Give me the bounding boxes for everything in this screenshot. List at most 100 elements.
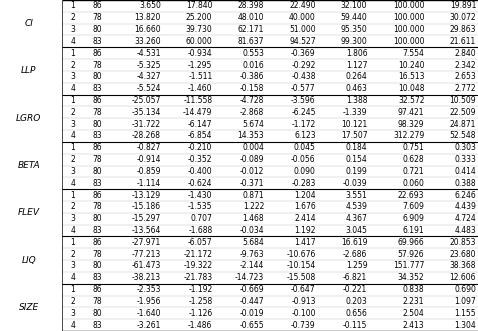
Text: -6.147: -6.147 bbox=[188, 119, 212, 129]
Text: 0.553: 0.553 bbox=[242, 49, 264, 58]
Text: 0.016: 0.016 bbox=[242, 61, 264, 70]
Text: -1.172: -1.172 bbox=[292, 119, 316, 129]
Text: 62.171: 62.171 bbox=[238, 25, 264, 34]
Text: 1.806: 1.806 bbox=[346, 49, 368, 58]
Text: -0.669: -0.669 bbox=[239, 285, 264, 294]
Text: -25.057: -25.057 bbox=[131, 96, 161, 105]
Text: 0.721: 0.721 bbox=[403, 167, 424, 176]
Text: -0.655: -0.655 bbox=[239, 321, 264, 330]
Text: 94.527: 94.527 bbox=[289, 37, 316, 46]
Text: -3.596: -3.596 bbox=[291, 96, 316, 105]
Text: 100.000: 100.000 bbox=[393, 13, 424, 22]
Text: -0.089: -0.089 bbox=[239, 155, 264, 164]
Text: 1.222: 1.222 bbox=[243, 202, 264, 212]
Text: -2.144: -2.144 bbox=[239, 261, 264, 270]
Text: 3: 3 bbox=[71, 167, 76, 176]
Text: 97.421: 97.421 bbox=[398, 108, 424, 117]
Text: 10.509: 10.509 bbox=[449, 96, 476, 105]
Text: -15.297: -15.297 bbox=[131, 214, 161, 223]
Text: 29.863: 29.863 bbox=[450, 25, 476, 34]
Text: -4.728: -4.728 bbox=[239, 96, 264, 105]
Text: -14.723: -14.723 bbox=[235, 273, 264, 282]
Text: 52.548: 52.548 bbox=[450, 131, 476, 140]
Text: 17.840: 17.840 bbox=[186, 1, 212, 10]
Text: 80: 80 bbox=[93, 25, 102, 34]
Text: 80: 80 bbox=[93, 72, 102, 81]
Text: 2: 2 bbox=[71, 202, 76, 212]
Text: 1.097: 1.097 bbox=[454, 297, 476, 306]
Text: 1: 1 bbox=[71, 238, 76, 247]
Text: 0.628: 0.628 bbox=[403, 155, 424, 164]
Text: 2.414: 2.414 bbox=[294, 214, 316, 223]
Text: 7.609: 7.609 bbox=[402, 202, 424, 212]
Text: -1.339: -1.339 bbox=[343, 108, 368, 117]
Text: -0.034: -0.034 bbox=[239, 226, 264, 235]
Text: 28.398: 28.398 bbox=[238, 1, 264, 10]
Text: 86: 86 bbox=[93, 49, 102, 58]
Text: 69.966: 69.966 bbox=[398, 238, 424, 247]
Text: -6.057: -6.057 bbox=[188, 238, 212, 247]
Text: 4: 4 bbox=[71, 179, 76, 188]
Text: 21.611: 21.611 bbox=[450, 37, 476, 46]
Text: 22.490: 22.490 bbox=[289, 1, 316, 10]
Text: 3.045: 3.045 bbox=[346, 226, 368, 235]
Text: 38.368: 38.368 bbox=[450, 261, 476, 270]
Text: 1.676: 1.676 bbox=[294, 202, 316, 212]
Text: 2.413: 2.413 bbox=[403, 321, 424, 330]
Text: 24.871: 24.871 bbox=[450, 119, 476, 129]
Text: -0.386: -0.386 bbox=[239, 72, 264, 81]
Text: 312.279: 312.279 bbox=[393, 131, 424, 140]
Text: 4.439: 4.439 bbox=[454, 202, 476, 212]
Text: -1.258: -1.258 bbox=[188, 297, 212, 306]
Text: 4: 4 bbox=[71, 84, 76, 93]
Text: 100.000: 100.000 bbox=[393, 1, 424, 10]
Text: -0.577: -0.577 bbox=[291, 84, 316, 93]
Text: 1.388: 1.388 bbox=[346, 96, 368, 105]
Text: 81.637: 81.637 bbox=[238, 37, 264, 46]
Text: 83: 83 bbox=[93, 226, 102, 235]
Text: -1.688: -1.688 bbox=[188, 226, 212, 235]
Text: -2.353: -2.353 bbox=[136, 285, 161, 294]
Text: 2: 2 bbox=[71, 61, 76, 70]
Text: 0.045: 0.045 bbox=[294, 143, 316, 152]
Text: 20.853: 20.853 bbox=[450, 238, 476, 247]
Text: 0.871: 0.871 bbox=[242, 191, 264, 200]
Text: 3: 3 bbox=[71, 119, 76, 129]
Text: 0.333: 0.333 bbox=[454, 155, 476, 164]
Text: -0.934: -0.934 bbox=[188, 49, 212, 58]
Text: 1: 1 bbox=[71, 1, 76, 10]
Text: 57.926: 57.926 bbox=[398, 250, 424, 259]
Text: 10.048: 10.048 bbox=[398, 84, 424, 93]
Text: -0.012: -0.012 bbox=[239, 167, 264, 176]
Text: 0.414: 0.414 bbox=[454, 167, 476, 176]
Text: 2: 2 bbox=[71, 13, 76, 22]
Text: 3: 3 bbox=[71, 72, 76, 81]
Text: 83: 83 bbox=[93, 84, 102, 93]
Text: 0.264: 0.264 bbox=[346, 72, 368, 81]
Text: 1: 1 bbox=[71, 96, 76, 105]
Text: -15.186: -15.186 bbox=[131, 202, 161, 212]
Text: 19.891: 19.891 bbox=[450, 1, 476, 10]
Text: 2.653: 2.653 bbox=[454, 72, 476, 81]
Text: -0.039: -0.039 bbox=[343, 179, 368, 188]
Text: 80: 80 bbox=[93, 214, 102, 223]
Text: -0.438: -0.438 bbox=[291, 72, 316, 81]
Text: -0.371: -0.371 bbox=[239, 179, 264, 188]
Text: SIZE: SIZE bbox=[19, 303, 39, 312]
Text: 4.539: 4.539 bbox=[346, 202, 368, 212]
Text: -31.722: -31.722 bbox=[131, 119, 161, 129]
Text: 32.100: 32.100 bbox=[341, 1, 368, 10]
Text: -0.019: -0.019 bbox=[239, 309, 264, 318]
Text: 78: 78 bbox=[93, 250, 102, 259]
Text: -0.210: -0.210 bbox=[188, 143, 212, 152]
Text: 1: 1 bbox=[71, 49, 76, 58]
Text: 5.674: 5.674 bbox=[242, 119, 264, 129]
Text: CI: CI bbox=[24, 19, 33, 28]
Text: 22.509: 22.509 bbox=[450, 108, 476, 117]
Text: -13.564: -13.564 bbox=[131, 226, 161, 235]
Text: 60.000: 60.000 bbox=[185, 37, 212, 46]
Text: 83: 83 bbox=[93, 321, 102, 330]
Text: 78: 78 bbox=[93, 108, 102, 117]
Text: 80: 80 bbox=[93, 261, 102, 270]
Text: 2.342: 2.342 bbox=[455, 61, 476, 70]
